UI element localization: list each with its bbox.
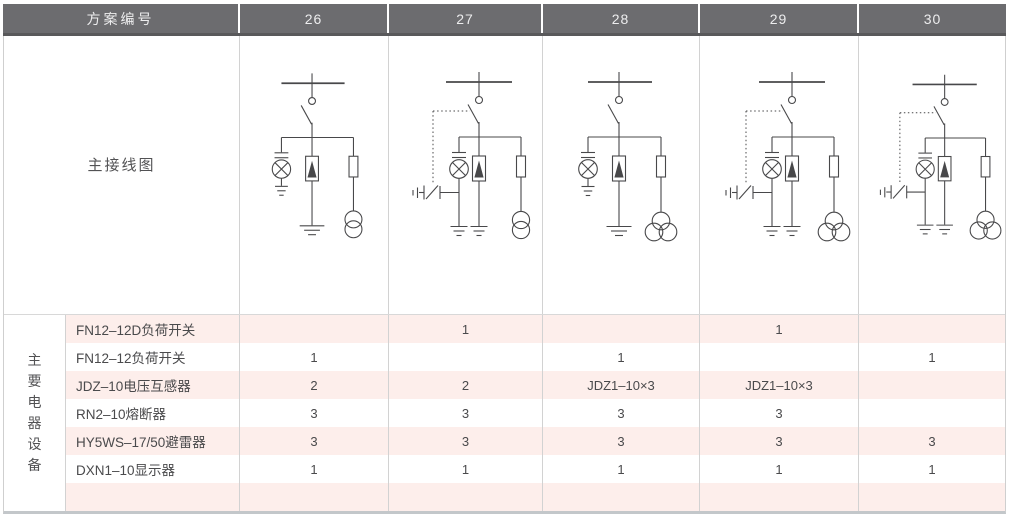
header-scheme-29: 29 xyxy=(700,4,859,33)
header-scheme-28: 28 xyxy=(543,4,700,33)
equipment-qty-scheme-26: 2 xyxy=(240,371,389,399)
equipment-qty-scheme-29: 3 xyxy=(700,427,859,455)
equipment-qty-scheme-28 xyxy=(543,315,700,343)
equipment-qty-scheme-29 xyxy=(700,343,859,371)
equipment-qty-scheme-26 xyxy=(240,315,389,343)
equipment-qty-scheme-30 xyxy=(859,399,1005,427)
section-label-char: 要 xyxy=(27,373,42,389)
equipment-qty-scheme-28: 3 xyxy=(543,399,700,427)
equipment-name: RN2–10熔断器 xyxy=(66,399,240,427)
equipment-qty-scheme-26: 3 xyxy=(240,427,389,455)
section-label-char: 备 xyxy=(27,457,42,473)
equipment-name: DXN1–10显示器 xyxy=(66,455,240,483)
equipment-qty-scheme-30: 1 xyxy=(859,455,1005,483)
equipment-qty-scheme-30 xyxy=(859,315,1005,343)
diagram-label-cell: 主接线图 xyxy=(4,36,240,314)
equipment-qty-scheme-27: 3 xyxy=(389,399,543,427)
equipment-qty-scheme-29: 1 xyxy=(700,455,859,483)
table-body: 主接线图 主要电器设备 FN12–12D负荷开关 1 1 FN12–12负荷开关 1 1 1… xyxy=(3,36,1006,514)
section-label-char: 电 xyxy=(27,394,42,410)
equipment-qty-scheme-30: 1 xyxy=(859,343,1005,371)
section-label-char: 设 xyxy=(27,436,42,452)
equipment-qty-scheme-29: JDZ1–10×3 xyxy=(700,371,859,399)
equipment-qty-scheme-30 xyxy=(859,371,1005,399)
equipment-name: HY5WS–17/50避雷器 xyxy=(66,427,240,455)
wiring-diagram-scheme-30 xyxy=(859,36,1005,314)
equipment-qty-scheme-27: 3 xyxy=(389,427,543,455)
equipment-section-vertical-label: 主要电器设备 xyxy=(4,315,66,511)
equipment-qty-scheme-28 xyxy=(543,483,700,511)
wiring-diagram-scheme-26 xyxy=(240,36,389,314)
diagram-row-label: 主接线图 xyxy=(87,156,156,174)
header-scheme-27: 27 xyxy=(389,4,543,33)
equipment-section: 主要电器设备 FN12–12D负荷开关 1 1 FN12–12负荷开关 1 1 1 JDZ–1… xyxy=(4,314,1005,511)
equipment-qty-scheme-27: 2 xyxy=(389,371,543,399)
equipment-qty-scheme-28: 1 xyxy=(543,343,700,371)
equipment-qty-scheme-29 xyxy=(700,483,859,511)
scheme-table: 方案编号 26 27 28 29 30 主接线图 主要电器设备 FN12–12D负荷开关… xyxy=(3,4,1006,514)
diagram-row: 主接线图 xyxy=(4,36,1005,314)
wiring-diagram-scheme-29 xyxy=(700,36,859,314)
equipment-qty-scheme-26: 1 xyxy=(240,455,389,483)
equipment-name xyxy=(66,483,240,511)
section-label-char: 器 xyxy=(27,415,42,431)
equipment-qty-scheme-29: 3 xyxy=(700,399,859,427)
equipment-qty-scheme-29: 1 xyxy=(700,315,859,343)
equipment-qty-scheme-27 xyxy=(389,483,543,511)
equipment-name: JDZ–10电压互感器 xyxy=(66,371,240,399)
wiring-diagram-scheme-27 xyxy=(389,36,543,314)
equipment-qty-scheme-26: 3 xyxy=(240,399,389,427)
header-scheme-30: 30 xyxy=(859,4,1006,33)
equipment-qty-scheme-28: 1 xyxy=(543,455,700,483)
section-label-char: 主 xyxy=(27,352,42,368)
header-scheme-26: 26 xyxy=(240,4,389,33)
equipment-qty-scheme-26 xyxy=(240,483,389,511)
equipment-qty-scheme-26: 1 xyxy=(240,343,389,371)
equipment-qty-scheme-27 xyxy=(389,343,543,371)
equipment-qty-scheme-30 xyxy=(859,483,1005,511)
equipment-qty-scheme-28: JDZ1–10×3 xyxy=(543,371,700,399)
table-header-row: 方案编号 26 27 28 29 30 xyxy=(3,4,1006,36)
equipment-qty-scheme-27: 1 xyxy=(389,315,543,343)
equipment-qty-scheme-28: 3 xyxy=(543,427,700,455)
equipment-name: FN12–12D负荷开关 xyxy=(66,315,240,343)
header-plan-number: 方案编号 xyxy=(3,4,240,33)
wiring-diagram-scheme-28 xyxy=(543,36,700,314)
equipment-name: FN12–12负荷开关 xyxy=(66,343,240,371)
equipment-qty-scheme-27: 1 xyxy=(389,455,543,483)
equipment-qty-scheme-30: 3 xyxy=(859,427,1005,455)
